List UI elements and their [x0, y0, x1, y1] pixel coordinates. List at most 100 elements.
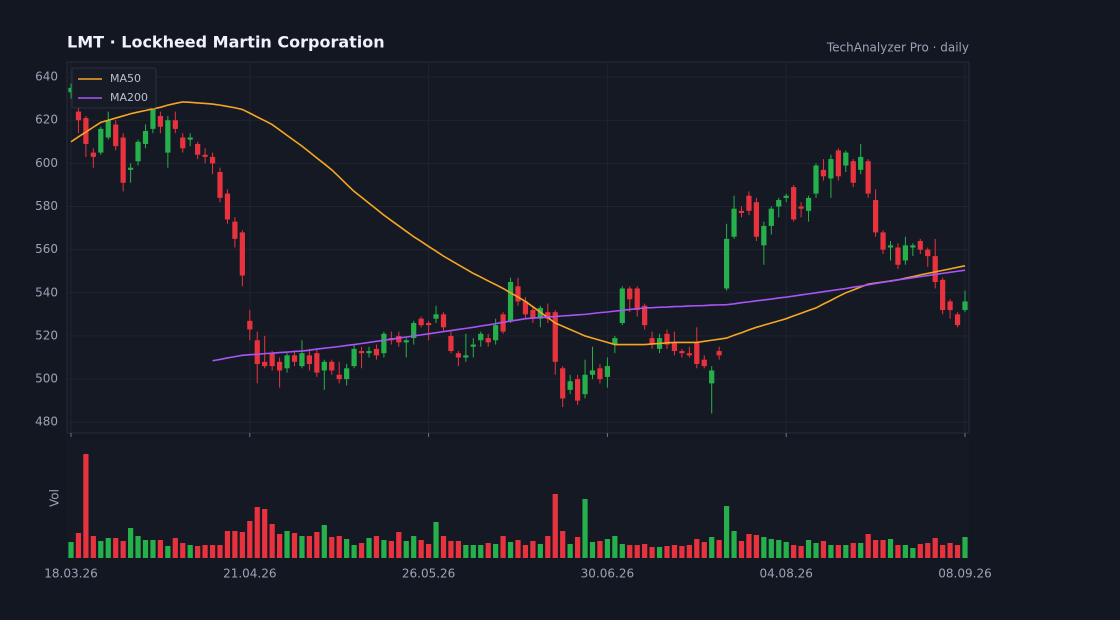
volume-bar — [411, 536, 417, 558]
candle-body — [157, 115, 164, 127]
candle-body — [507, 282, 514, 321]
volume-bar — [731, 531, 737, 558]
volume-bar — [262, 509, 268, 558]
volume-bar — [209, 545, 216, 558]
volume-bar — [768, 539, 774, 558]
y-tick-label: 560 — [35, 242, 58, 256]
volume-bar — [493, 544, 499, 558]
candle-body — [776, 200, 782, 207]
volume-bar — [582, 499, 588, 558]
candle-body — [120, 137, 126, 183]
candle-body — [336, 374, 342, 380]
volume-bar — [574, 537, 581, 558]
candle-body — [738, 210, 745, 213]
candle-body — [224, 193, 231, 220]
candle-body — [813, 165, 819, 194]
candle-body — [954, 314, 961, 326]
volume-bar — [366, 538, 372, 558]
candle-body — [291, 355, 298, 362]
candle-body — [306, 355, 313, 364]
candle-body — [396, 335, 402, 343]
volume-bar — [686, 545, 692, 558]
y-tick-label: 540 — [35, 285, 58, 299]
volume-bar — [604, 539, 611, 558]
candle-body — [932, 256, 938, 283]
volume-bar — [723, 506, 730, 558]
volume-bar — [329, 537, 335, 558]
volume-bar — [828, 545, 834, 558]
volume-bar — [947, 543, 953, 558]
candle-body — [217, 172, 223, 198]
volume-bar — [135, 536, 141, 558]
x-tick-label: 18.03.26 — [44, 567, 97, 581]
candle-body — [709, 370, 715, 384]
volume-bar — [850, 543, 856, 558]
volume-bar — [701, 542, 707, 558]
volume-bar — [507, 542, 514, 558]
candle-body — [835, 150, 841, 177]
candle-body — [314, 353, 320, 373]
candle-body — [634, 288, 640, 311]
candle-body — [649, 338, 655, 345]
candle-body — [589, 370, 596, 375]
volume-bar — [679, 546, 685, 558]
chart-title: LMT · Lockheed Martin Corporation — [67, 33, 385, 52]
volume-bar — [247, 521, 253, 558]
volume-bar — [537, 544, 543, 558]
candle-body — [113, 124, 119, 147]
candle-body — [232, 221, 238, 239]
volume-bar — [515, 540, 521, 558]
volume-bar — [761, 537, 767, 558]
candle-body — [247, 320, 253, 330]
candle-body — [299, 353, 305, 367]
candle-body — [75, 111, 82, 121]
candle-body — [701, 359, 707, 367]
candle-body — [172, 120, 178, 129]
volume-bar — [291, 533, 298, 558]
candle-body — [761, 225, 767, 246]
x-tick-label: 21.04.26 — [223, 567, 276, 581]
volume-bar — [545, 536, 551, 558]
candle-body — [679, 351, 685, 354]
candle-body — [642, 305, 648, 326]
candle-body — [686, 353, 692, 356]
volume-bar — [642, 544, 648, 558]
candle-body — [768, 208, 774, 226]
volume-bar — [932, 538, 938, 558]
volume-bar — [381, 540, 387, 558]
candle-body — [612, 338, 618, 345]
candle-body — [262, 361, 268, 367]
volume-bar — [805, 540, 812, 558]
legend-label: MA50 — [110, 72, 141, 85]
candle-body — [850, 161, 856, 183]
candle-body — [582, 374, 588, 395]
volume-label: Vol — [48, 489, 62, 507]
volume-bar — [843, 545, 849, 558]
volume-bar — [105, 538, 111, 558]
volume-bar — [180, 543, 186, 558]
volume-bar — [552, 494, 558, 558]
volume-bar — [783, 542, 789, 558]
candle-body — [895, 247, 901, 265]
volume-bar — [425, 544, 432, 558]
volume-bar — [113, 538, 119, 558]
volume-bar — [895, 545, 901, 558]
candle-body — [269, 353, 275, 367]
candle-body — [746, 195, 752, 211]
volume-bar — [195, 546, 201, 558]
candle-body — [917, 241, 923, 250]
volume-bar — [560, 531, 566, 558]
candle-body — [127, 167, 134, 170]
y-tick-label: 520 — [35, 328, 58, 342]
candle-body — [552, 312, 558, 362]
volume-bar — [835, 545, 841, 558]
candle-body — [440, 314, 447, 328]
volume-bar — [485, 543, 491, 558]
candle-body — [135, 141, 141, 162]
volume-bar — [202, 545, 208, 558]
candle-body — [574, 379, 581, 401]
candle-body — [530, 310, 536, 319]
candle-body — [351, 348, 357, 367]
volume-bar — [336, 536, 342, 558]
volume-bar — [150, 540, 156, 558]
